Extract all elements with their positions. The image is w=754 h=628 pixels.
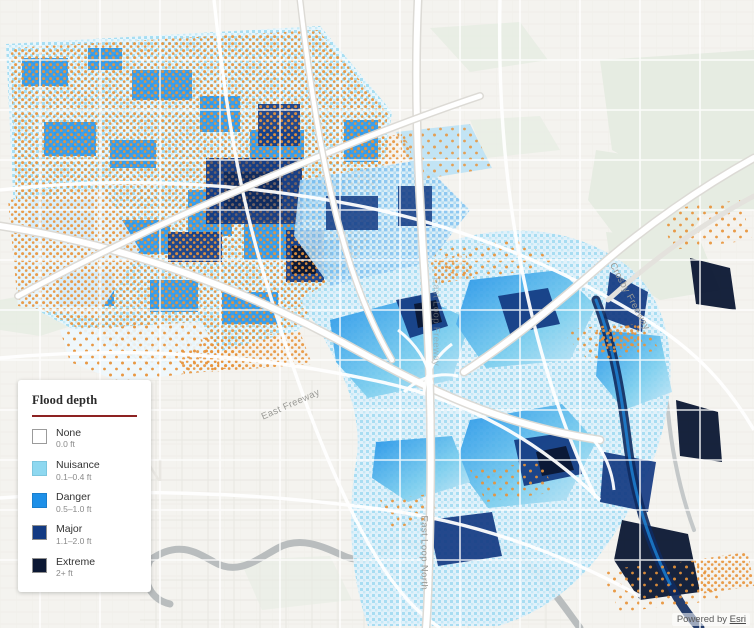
legend-item-danger[interactable]: Danger 0.5–1.0 ft xyxy=(32,491,137,514)
legend-label-none: None xyxy=(56,426,82,439)
legend-swatch-major xyxy=(32,525,47,541)
legend-title: Flood depth xyxy=(32,393,98,407)
legend-item-none[interactable]: None 0.0 ft xyxy=(32,426,137,450)
legend-swatch-extreme xyxy=(32,557,47,573)
legend-range-none: 0.0 ft xyxy=(56,439,75,450)
legend-range-extreme: 2+ ft xyxy=(56,568,73,579)
legend-label-major: Major xyxy=(56,523,83,536)
legend-label-nuisance: Nuisance xyxy=(56,458,100,471)
freeway-crosby xyxy=(459,153,754,377)
legend-swatch-nuisance xyxy=(32,460,47,476)
legend-item-extreme[interactable]: Extreme 2+ ft xyxy=(32,555,137,579)
freeway-northwest-diagonal xyxy=(14,92,484,300)
esri-link[interactable]: Esri xyxy=(729,614,746,625)
legend-swatch-none xyxy=(32,428,47,444)
legend-swatch-danger xyxy=(32,493,47,509)
legend-range-major: 1.1–2.0 ft xyxy=(56,536,92,547)
legend-range-danger: 0.5–1.0 ft xyxy=(56,503,92,514)
interchange-ramps xyxy=(397,328,616,491)
map-attribution: Powered by Esri xyxy=(671,613,750,626)
legend-label-extreme: Extreme xyxy=(56,555,96,568)
legend-label-danger: Danger xyxy=(56,491,91,504)
flood-depth-legend[interactable]: Flood depth None 0.0 ft Nuisance 0.1–0.4… xyxy=(18,380,151,592)
legend-divider xyxy=(32,415,137,417)
legend-item-major[interactable]: Major 1.1–2.0 ft xyxy=(32,524,137,546)
legend-range-nuisance: 0.1–0.4 ft xyxy=(56,471,92,482)
attribution-prefix: Powered by xyxy=(676,614,730,625)
legend-item-nuisance[interactable]: Nuisance 0.1–0.4 ft xyxy=(32,458,137,482)
freeway-north-connector xyxy=(296,0,396,364)
